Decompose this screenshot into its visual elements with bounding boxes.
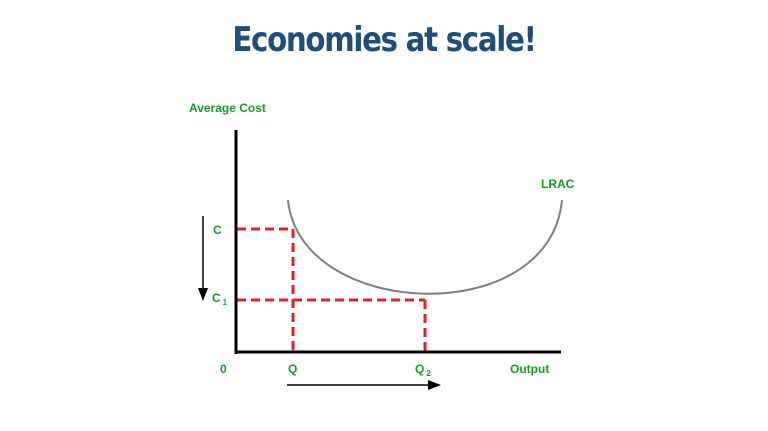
x-axis-label: Output [510,362,550,376]
c1-label-subscript: 1 [222,298,228,307]
c1-label-main: C [212,291,221,305]
lrac-label: LRAC [541,177,575,191]
q2-label-subscript: 2 [426,369,431,378]
lrac-curve [287,199,563,295]
output-increase-arrow [287,380,441,390]
c-label: C [213,223,222,237]
q-label: Q [288,362,298,376]
q2-label-main: Q [415,362,425,376]
slide-title: Economies at scale! [232,20,537,60]
cost-decrease-arrow [198,216,208,301]
origin-label: 0 [220,362,227,376]
y-axis-label: Average Cost [189,101,266,115]
